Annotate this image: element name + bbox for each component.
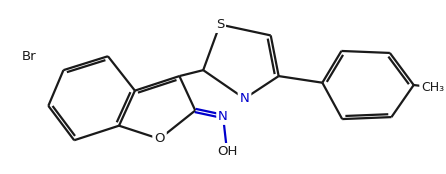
Text: N: N xyxy=(218,110,228,123)
Text: N: N xyxy=(240,92,249,105)
Text: Br: Br xyxy=(22,50,37,63)
Text: O: O xyxy=(154,132,165,145)
Text: CH₃: CH₃ xyxy=(421,81,444,94)
Text: S: S xyxy=(216,18,224,31)
Text: OH: OH xyxy=(217,145,237,158)
